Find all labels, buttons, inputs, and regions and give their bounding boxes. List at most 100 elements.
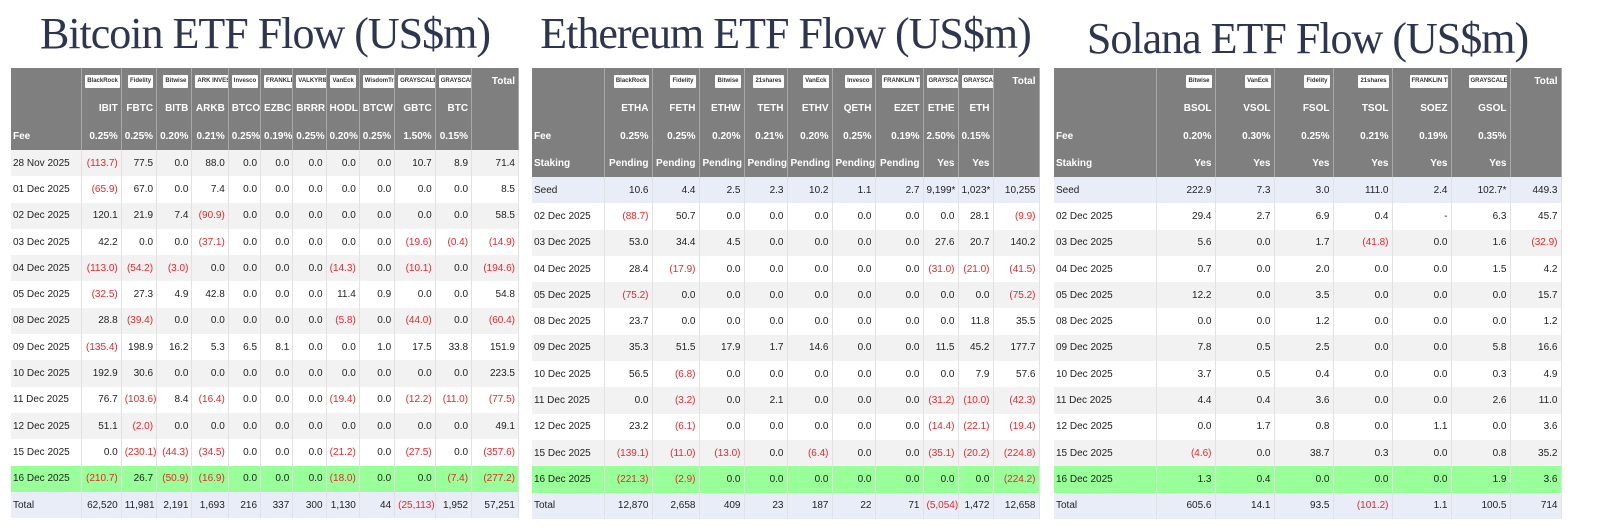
flow-row: 08 Dec 2025 28.8 (39.4) 0.0 0.0 0.0 0.0 0.0 (5.8…: [11, 307, 519, 335]
flow-row: 11 Dec 2025 76.7 (103.6) 8.4 (16.4) 0.0 0.0 0.0…: [11, 386, 519, 413]
flow-value: 27.3: [121, 281, 158, 308]
flow-value: 0.0: [260, 412, 294, 440]
row-total: (77.5): [471, 386, 519, 413]
flow-value: 0.0: [699, 413, 745, 440]
flow-row: 02 Dec 2025 29.4 2.7 6.9 0.4-6.3 45.7: [1054, 203, 1562, 230]
flow-value: (135.4): [81, 334, 122, 361]
flow-value: 0.0: [787, 308, 833, 335]
row-date: 03 Dec 2025: [1054, 229, 1157, 256]
row-total: 49.1: [471, 412, 519, 440]
total-value: 1.1: [1392, 492, 1452, 519]
flow-value: 0.4: [1215, 387, 1275, 414]
ticker-header: BTCW: [359, 95, 396, 122]
row-total: (194.6): [471, 255, 519, 282]
ticker-header: ARKB: [191, 95, 229, 122]
flow-value: 0.0: [875, 361, 924, 388]
row-date: 12 Dec 2025: [1054, 413, 1157, 440]
flow-value: 0.9: [359, 281, 396, 308]
issuer-logo: FRANKLIN TEMPLETON: [264, 75, 292, 88]
issuer-logo: Fidelity: [128, 75, 154, 88]
flow-value: (21.0): [958, 255, 994, 283]
flow-value: 0.0: [744, 203, 788, 230]
flow-value: (41.8): [1333, 229, 1393, 256]
issuer-logo-cell: VanEck: [787, 68, 833, 95]
flow-value: 0.0: [1451, 308, 1511, 335]
flow-value: 0.8: [1274, 413, 1334, 440]
total-value: 714: [1510, 492, 1562, 519]
issuer-logo: Bitwise: [715, 75, 741, 88]
row-total: (357.6): [471, 439, 519, 466]
meta-value: 0.25%: [228, 122, 262, 150]
flow-value: 4.5: [699, 229, 745, 256]
row-date: 10 Dec 2025: [11, 360, 83, 387]
flow-value: 45.2: [958, 334, 994, 362]
issuer-logo: GRAYSCALE: [398, 75, 435, 88]
flow-value: 0.0: [394, 360, 436, 387]
meta-value: 0.30%: [1215, 122, 1275, 150]
flow-value: 0.0: [326, 228, 360, 256]
flow-value: 0.0: [787, 361, 833, 388]
flow-value: 0.0: [228, 202, 262, 229]
flow-value: 0.0: [260, 281, 294, 308]
ticker-header: GBTC: [394, 95, 436, 122]
ticker-header: SOEZ: [1392, 95, 1452, 122]
ticker-header: GSOL: [1451, 95, 1511, 122]
flow-value: 0.0: [875, 334, 924, 362]
flow-value: 0.0: [260, 255, 294, 282]
row-total: 35.5: [993, 308, 1040, 335]
flow-value: (50.9): [156, 465, 193, 492]
flow-value: (31.0): [923, 255, 959, 283]
flow-value: 0.0: [435, 255, 473, 282]
flow-value: 11.8: [958, 308, 994, 335]
flow-value: 28.8: [81, 307, 122, 335]
flow-value: 0.0: [228, 360, 262, 387]
total-row: Total 605.6 14.1 93.5 (101.2) 1.1 100.5 714: [1054, 492, 1562, 519]
issuer-logo-cell: 21shares: [1333, 68, 1393, 95]
flow-row: 28 Nov 2025 (113.7) 77.5 0.0 88.0 0.0 0.0 0.0 0.…: [11, 150, 519, 177]
flow-value: (113.0): [81, 255, 122, 282]
flow-value: 0.0: [832, 361, 876, 388]
flow-value: 0.0: [292, 150, 327, 177]
flow-value: 0.0: [1215, 439, 1275, 467]
flow-value: (3.0): [156, 255, 193, 282]
flow-value: (12.2): [394, 386, 436, 413]
row-date: 09 Dec 2025: [1054, 334, 1157, 362]
flow-value: 0.0: [228, 150, 262, 177]
flow-value: 76.7: [81, 386, 122, 413]
issuer-logo: Fidelity: [670, 75, 696, 88]
flow-value: (16.4): [191, 386, 229, 413]
flow-value: 0.0: [875, 229, 924, 256]
flow-value: 0.0: [875, 466, 924, 493]
flow-value: 0.0: [875, 308, 924, 335]
flow-value: 0.0: [1215, 308, 1275, 335]
flow-value: 6.3: [1451, 203, 1511, 230]
flow-value: (18.0): [326, 465, 360, 492]
issuer-logo: Fidelity: [1304, 75, 1330, 88]
flow-value: 0.0: [787, 203, 833, 230]
row-date: 03 Dec 2025: [532, 229, 605, 256]
total-value: 12,870: [604, 492, 653, 519]
flow-value: 23.2: [604, 413, 653, 440]
flow-value: 51.5: [652, 334, 700, 362]
total-value: 300: [292, 491, 327, 519]
row-total: 1.2: [1510, 308, 1562, 335]
flow-value: 0.0: [652, 282, 700, 309]
flow-value: 0.0: [699, 466, 745, 493]
flow-value: 17.5: [394, 334, 436, 361]
row-total: 57.6: [993, 361, 1040, 388]
ticker-row-label: [11, 95, 83, 122]
flow-value: 0.0: [832, 203, 876, 230]
flow-value: (10.0): [958, 387, 994, 414]
flow-row: 05 Dec 2025 (32.5) 27.3 4.9 42.8 0.0 0.0 0.0 11.…: [11, 281, 519, 308]
flow-value: 0.0: [156, 307, 193, 335]
flow-row: 11 Dec 2025 4.4 0.4 3.6 0.0 0.0 2.6 11.0: [1054, 387, 1562, 414]
flow-value: 0.0: [604, 387, 653, 414]
ticker-header: ETHA: [604, 95, 653, 122]
flow-value: 0.0: [699, 308, 745, 335]
flow-value: 0.0: [787, 466, 833, 493]
flow-value: 0.0: [1392, 229, 1452, 256]
flow-value: 9,199*: [923, 177, 959, 204]
row-total: (32.9): [1510, 229, 1562, 256]
flow-value: 56.5: [604, 361, 653, 388]
flow-row: 15 Dec 2025 0.0 (230.1) (44.3) (34.5) 0.0 0.0 0…: [11, 439, 519, 466]
